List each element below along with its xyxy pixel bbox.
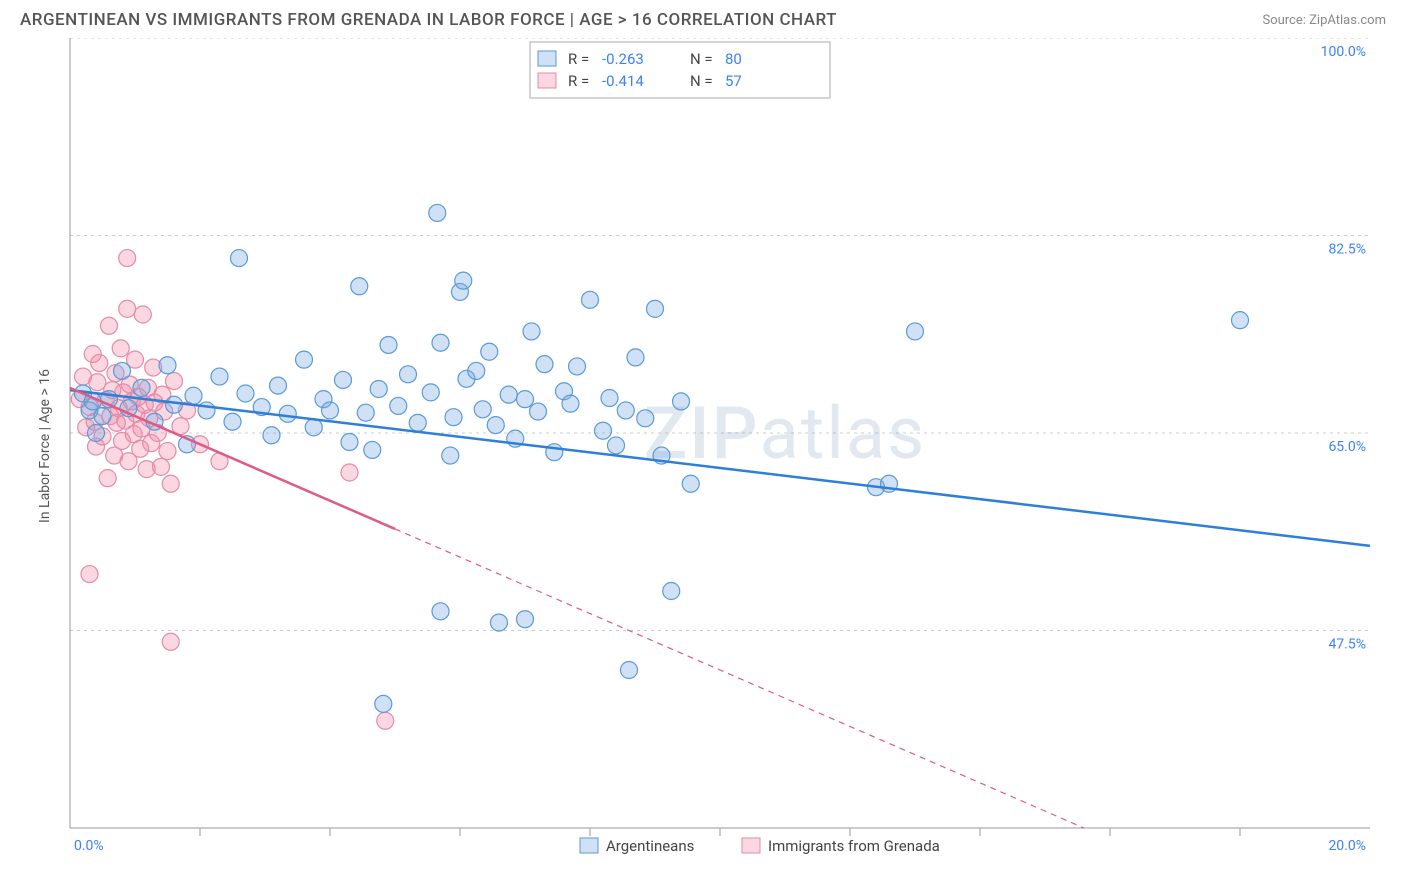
source-attribution: Source: ZipAtlas.com bbox=[1262, 13, 1386, 28]
svg-text:N =: N = bbox=[690, 72, 713, 90]
svg-text:65.0%: 65.0% bbox=[1328, 439, 1366, 455]
svg-text:0.0%: 0.0% bbox=[74, 838, 104, 854]
svg-text:N =: N = bbox=[690, 50, 713, 68]
svg-text:82.5%: 82.5% bbox=[1328, 242, 1366, 258]
svg-text:20.0%: 20.0% bbox=[1328, 838, 1366, 854]
svg-text:57: 57 bbox=[725, 72, 742, 90]
svg-text:100.0%: 100.0% bbox=[1321, 44, 1366, 60]
svg-text:-0.414: -0.414 bbox=[602, 72, 644, 90]
svg-text:Immigrants from Grenada: Immigrants from Grenada bbox=[768, 837, 940, 855]
svg-text:-0.263: -0.263 bbox=[602, 50, 644, 68]
svg-text:R =: R = bbox=[568, 72, 589, 90]
chart-container: In Labor Force | Age > 16 47.5%65.0%82.5… bbox=[20, 38, 1386, 868]
svg-text:R =: R = bbox=[568, 50, 589, 68]
scatter-chart: 47.5%65.0%82.5%100.0%ZIPatlas0.0%20.0%R … bbox=[20, 38, 1386, 868]
svg-text:Argentineans: Argentineans bbox=[606, 837, 694, 855]
svg-text:80: 80 bbox=[725, 50, 742, 68]
chart-title: ARGENTINEAN VS IMMIGRANTS FROM GRENADA I… bbox=[20, 10, 837, 30]
svg-text:47.5%: 47.5% bbox=[1328, 637, 1366, 653]
